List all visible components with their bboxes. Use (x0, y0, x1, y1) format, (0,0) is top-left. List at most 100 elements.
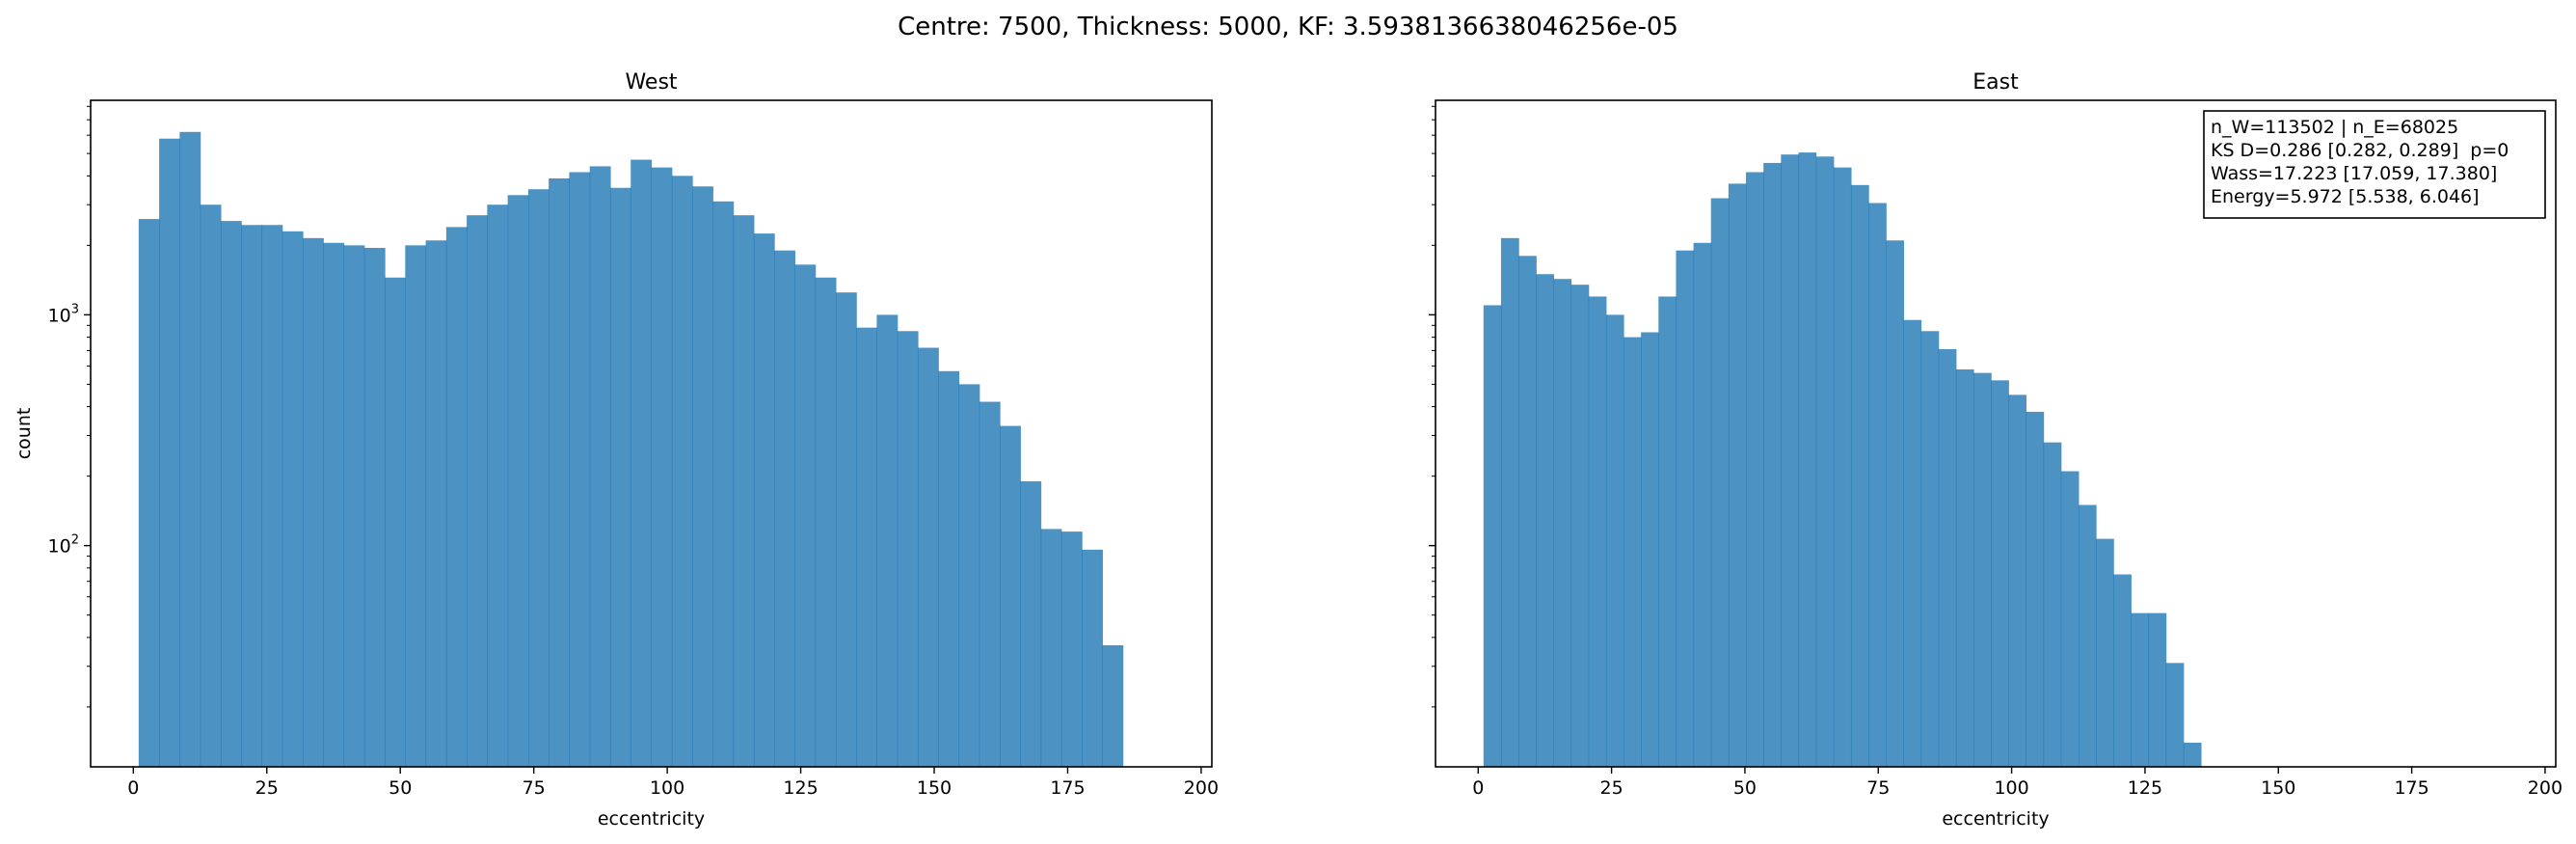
histogram-bar (1500, 237, 1519, 768)
histogram-bar (1553, 279, 1572, 767)
histogram-bar (1483, 305, 1502, 767)
histogram-bar (1658, 296, 1677, 767)
x-tick-label: 100 (1994, 777, 2028, 799)
histogram-bar (609, 187, 631, 768)
bars-west (138, 131, 1124, 768)
histogram-bar (2078, 504, 2097, 767)
stats-line-counts: n_W=113502 | n_E=68025 (2211, 117, 2458, 138)
histogram-bar (2008, 395, 2027, 767)
histogram-bar (671, 176, 693, 767)
histogram-bar (733, 215, 755, 768)
x-tick-label: 75 (523, 777, 546, 799)
y-tick-label: 103 (48, 302, 79, 326)
histogram-bar (1040, 529, 1062, 767)
histogram-bar (1676, 250, 1695, 767)
y-axis-label-west: count (13, 408, 35, 460)
histogram-bar (774, 250, 795, 767)
histogram-bar (1781, 154, 1800, 767)
histogram-bar (1623, 337, 1642, 767)
stats-line-ks: KS D=0.286 [0.282, 0.289] p=0 (2211, 140, 2509, 161)
figure-suptitle: Centre: 7500, Thickness: 5000, KF: 3.593… (898, 13, 1678, 41)
histogram-bar (1082, 549, 1103, 767)
histogram-bar (2183, 742, 2202, 767)
histogram-bar (1102, 644, 1124, 767)
axes-east: 0 25 50 75 100 125 150 175 200 East eccentricity (1429, 70, 2563, 830)
histogram-bar (1020, 480, 1042, 767)
histogram-bar (2026, 411, 2045, 767)
y-ticks-east (1429, 105, 1436, 708)
histogram-bar (179, 131, 201, 768)
x-tick-label: 0 (127, 777, 139, 799)
histogram-bar (1850, 184, 1869, 768)
histogram-bar (1833, 167, 1852, 768)
histogram-bar (1588, 296, 1607, 767)
histogram-bar (467, 215, 488, 768)
x-tick-label: 25 (1600, 777, 1623, 799)
histogram-bar (1605, 314, 1624, 767)
histogram-bar (856, 327, 878, 767)
histogram-bar (159, 138, 180, 768)
histogram-bar (979, 401, 1001, 767)
histogram-bar (917, 347, 939, 767)
histogram-bar (2113, 574, 2132, 767)
x-tick-label: 175 (2394, 777, 2428, 799)
y-ticks-west: 103 102 (48, 105, 91, 708)
histogram-bar (1903, 319, 1922, 767)
histogram-bar (487, 204, 509, 768)
histogram-bar (1728, 183, 1747, 767)
stats-box-frame (2203, 110, 2546, 219)
histogram-bar (200, 204, 222, 768)
x-tick-label: 150 (917, 777, 952, 799)
histogram-bar (1536, 274, 1554, 767)
x-tick-label: 150 (2261, 777, 2295, 799)
x-axis-label-east: eccentricity (1942, 808, 2049, 830)
histogram-bar (549, 177, 571, 767)
x-tick-label: 100 (650, 777, 684, 799)
stats-line-wass: Wass=17.223 [17.059, 17.380] (2211, 163, 2497, 184)
histogram-bar (631, 159, 653, 767)
histogram-bar (2043, 442, 2062, 767)
histogram-bar (1763, 162, 1782, 767)
histogram-bar (651, 167, 673, 768)
x-axis-label-west: eccentricity (598, 808, 705, 830)
histogram-bar (2148, 613, 2167, 767)
histogram-bar (138, 219, 160, 768)
histogram-bar (1060, 531, 1083, 767)
histogram-bar (589, 166, 611, 768)
histogram-bar (405, 245, 427, 768)
histogram-bar (958, 384, 980, 767)
y-tick-label: 102 (48, 533, 79, 558)
stats-line-energy: Energy=5.972 [5.538, 6.046] (2211, 186, 2480, 207)
histogram-bar (835, 292, 857, 767)
plot-frame-west (90, 99, 1213, 768)
histogram-bar (1972, 372, 1992, 767)
histogram-bar (712, 201, 735, 767)
histogram-bar (507, 195, 529, 767)
x-tick-label: 125 (783, 777, 818, 799)
histogram-bar (302, 237, 324, 768)
histogram-bar (385, 277, 406, 767)
histogram-bar (1886, 240, 1904, 767)
histogram-bar (363, 247, 386, 768)
histogram-bar (527, 189, 550, 767)
x-ticks-west: 0 25 50 75 100 125 150 175 200 (127, 767, 1219, 799)
plot-frame-east (1435, 99, 2557, 768)
histogram-bar (794, 264, 817, 768)
x-ticks-east: 0 25 50 75 100 125 150 175 200 (1472, 767, 2563, 799)
stats-box: n_W=113502 | n_E=68025 KS D=0.286 [0.282… (2203, 110, 2546, 219)
histogram-bar (282, 231, 304, 767)
histogram-bar (569, 172, 591, 767)
histogram-bar (1000, 425, 1021, 767)
x-tick-label: 75 (1866, 777, 1890, 799)
histogram-bar (753, 233, 775, 768)
histogram-bar (1641, 332, 1659, 767)
histogram-bar (1955, 368, 1974, 767)
histogram-bar (220, 221, 242, 768)
x-tick-label: 50 (1733, 777, 1757, 799)
axes-title-east: East (1972, 70, 2019, 95)
histogram-bar (1693, 242, 1712, 767)
histogram-bar (692, 186, 713, 767)
histogram-bar (261, 225, 283, 767)
histogram-bar (1920, 331, 1940, 767)
x-tick-label: 25 (255, 777, 279, 799)
